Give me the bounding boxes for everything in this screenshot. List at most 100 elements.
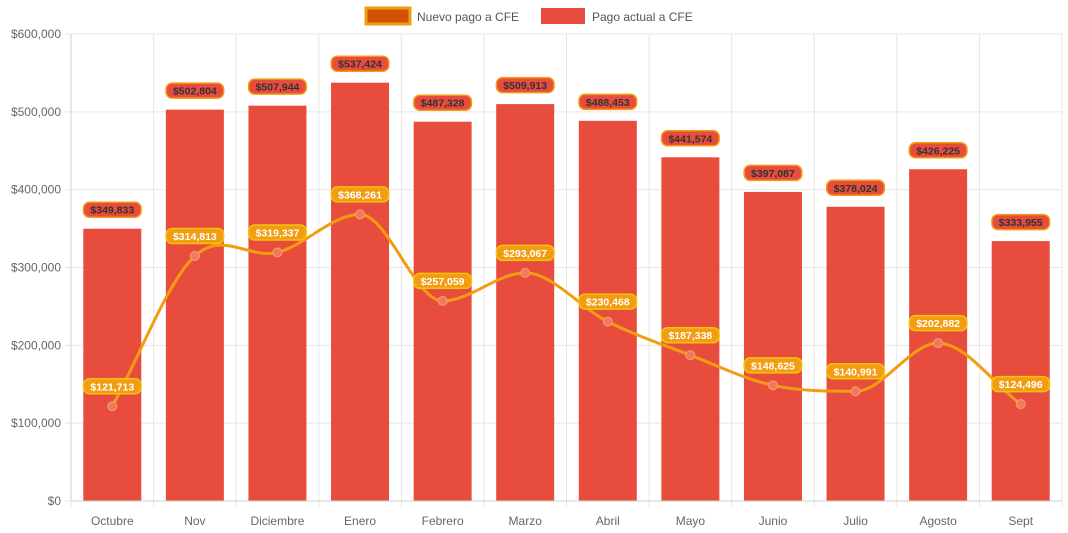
line-series — [107, 209, 1026, 412]
bar-data-label-bg — [825, 179, 886, 197]
line-data-label-bg — [165, 227, 225, 245]
line-data-label-bg — [660, 326, 720, 344]
line-data-label: $124,496 — [999, 379, 1043, 391]
bar-data-label-bg — [908, 142, 968, 159]
bar — [331, 82, 390, 501]
bar-data-label: $507,944 — [256, 82, 300, 94]
bar-data-label: $426,225 — [916, 145, 960, 157]
x-tick-label: Febrero — [422, 514, 464, 528]
line-data-label-bg — [82, 378, 142, 395]
x-tick-label: Abril — [596, 514, 620, 528]
y-tick-label: $300,000 — [11, 261, 61, 275]
x-tick-label: Diciembre — [250, 514, 304, 528]
line-point — [355, 209, 366, 220]
line-point — [189, 250, 200, 261]
bar-data-label-bg — [495, 76, 555, 94]
bar-data-label: $537,424 — [338, 59, 382, 71]
bar — [991, 241, 1050, 501]
x-tick-label: Agosto — [919, 514, 957, 528]
line-point — [850, 386, 861, 397]
line-path — [110, 212, 1022, 407]
line-data-label-bg — [578, 293, 638, 310]
legend-item-line[interactable]: Nuevo pago a CFE — [364, 6, 519, 26]
legend-swatch-bar — [541, 8, 585, 24]
bar — [165, 109, 224, 502]
y-tick-label: $200,000 — [11, 338, 61, 352]
line-data-label-bg — [413, 272, 473, 290]
bar-data-label: $397,087 — [751, 168, 795, 180]
bar-data-label: $441,574 — [668, 133, 712, 145]
x-tick-label: Octubre — [91, 514, 134, 528]
line-data-label-bg — [743, 357, 803, 374]
bar-data-label-bg — [330, 55, 390, 72]
bar-data-label: $488,453 — [586, 97, 630, 109]
line-data-label: $202,882 — [916, 318, 960, 330]
line-data-label-bg — [495, 244, 555, 262]
x-tick-label: Julio — [843, 514, 868, 528]
line-point — [272, 247, 283, 258]
bar-data-label: $509,913 — [503, 80, 547, 92]
bar — [743, 191, 802, 501]
x-tick-label: Nov — [184, 514, 205, 528]
grid — [65, 33, 1063, 507]
bar-data-label-bg — [247, 78, 308, 95]
line-data-label: $314,813 — [173, 231, 217, 243]
line-point — [933, 338, 944, 349]
x-tick-label: Marzo — [509, 514, 543, 528]
legend-label-bar: Pago actual a CFE — [592, 10, 693, 24]
line-point — [520, 267, 531, 278]
legend-item-bar[interactable]: Pago actual a CFE — [541, 8, 693, 24]
line-point — [767, 380, 778, 391]
bar-data-label: $333,955 — [999, 217, 1043, 229]
legend-swatch-line — [364, 6, 412, 26]
bar — [248, 105, 307, 501]
x-tick-label: Junio — [759, 514, 788, 528]
line-point — [1015, 399, 1026, 410]
bar-data-label: $349,833 — [90, 205, 134, 217]
line-data-label-bg — [825, 363, 886, 380]
line-data-label: $257,059 — [421, 276, 465, 288]
line-data-label: $368,261 — [338, 189, 382, 201]
line-data-label: $148,625 — [751, 360, 795, 372]
line-data-label: $230,468 — [586, 297, 630, 309]
legend: Nuevo pago a CFE Pago actual a CFE — [364, 6, 693, 26]
line-data-label: $187,338 — [668, 330, 712, 342]
line-point — [602, 316, 613, 327]
x-tick-label: Enero — [344, 514, 376, 528]
bar-data-label-bg — [743, 164, 803, 182]
line-data-label-bg — [247, 224, 308, 241]
bar — [909, 169, 968, 501]
data-labels: $349,833 $502,804 $507,944 $537,424 $487,328… — [82, 55, 1051, 395]
bar-data-label: $487,328 — [421, 98, 465, 110]
y-tick-label: $400,000 — [11, 183, 61, 197]
bar-data-label-bg — [165, 82, 225, 99]
y-tick-label: $500,000 — [11, 105, 61, 119]
line-point — [107, 401, 118, 412]
line-data-label: $140,991 — [834, 366, 878, 378]
y-tick-label: $600,000 — [11, 27, 61, 41]
bar-data-label-bg — [82, 201, 142, 218]
axes: $0 $100,000 $200,000 $300,000 $400,000 $500,0… — [11, 27, 1062, 528]
bar-series — [83, 82, 1050, 502]
line-point — [685, 350, 696, 361]
bar-data-label: $502,804 — [173, 86, 217, 98]
y-tick-label: $0 — [48, 494, 62, 508]
line-data-label-bg — [330, 186, 390, 203]
line-data-label-bg — [908, 314, 968, 332]
line-data-label: $293,067 — [503, 248, 547, 260]
x-tick-label: Sept — [1008, 514, 1033, 528]
bar-data-label-bg — [578, 93, 638, 111]
bar-data-label: $378,024 — [834, 183, 878, 195]
bar-data-label-bg — [991, 213, 1051, 231]
legend-label-line: Nuevo pago a CFE — [417, 10, 519, 24]
line-data-label-bg — [991, 375, 1051, 393]
bar — [826, 206, 885, 502]
bar-data-label-bg — [413, 94, 473, 111]
line-data-label: $319,337 — [256, 227, 300, 239]
bar — [578, 120, 637, 502]
y-tick-label: $100,000 — [11, 416, 61, 430]
line-point — [437, 295, 448, 306]
x-tick-label: Mayo — [676, 514, 706, 528]
line-data-label: $121,713 — [90, 381, 134, 393]
